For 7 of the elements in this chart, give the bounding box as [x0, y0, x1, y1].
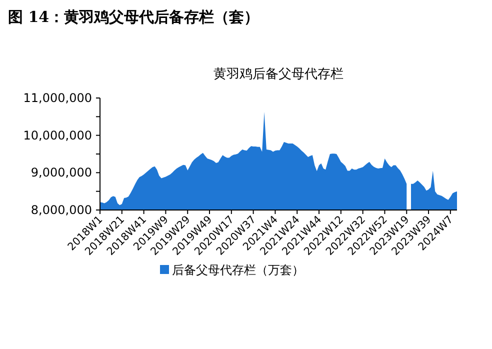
- legend-label: 后备父母代存栏（万套）: [172, 263, 304, 277]
- chart-title: 图 14：黄羽鸡父母代后备存栏（套）: [8, 8, 260, 26]
- y-tick-label: 9,000,000: [30, 166, 92, 180]
- chart-subtitle: 黄羽鸡后备父母代存栏: [214, 67, 344, 82]
- y-tick-label: 8,000,000: [30, 203, 92, 217]
- y-tick-label: 10,000,000: [23, 128, 92, 142]
- y-tick-label: 11,000,000: [23, 91, 92, 105]
